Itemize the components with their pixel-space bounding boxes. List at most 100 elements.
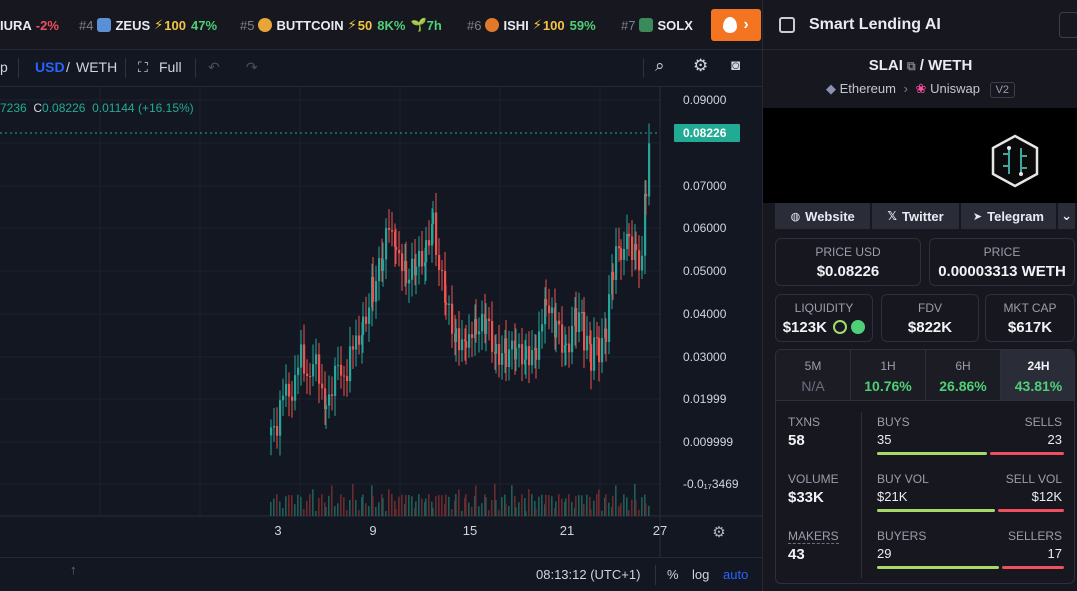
volume-bar <box>538 496 540 516</box>
dex-name[interactable]: Uniswap <box>930 81 980 96</box>
candle-body <box>291 396 294 401</box>
lock-icon[interactable] <box>833 320 848 334</box>
telegram-label: Telegram <box>987 208 1044 224</box>
locker-logo-icon[interactable] <box>851 320 866 334</box>
auto-toggle[interactable]: auto <box>723 567 749 582</box>
mktcap-value: $617K <box>1007 319 1053 336</box>
token-icon <box>258 18 273 32</box>
volume-bar <box>431 501 433 516</box>
candle-body <box>312 364 315 377</box>
volume-bar <box>365 503 367 516</box>
close-value: 0.08226 <box>42 101 86 115</box>
volume-bar <box>355 500 357 516</box>
candle-body <box>394 231 397 247</box>
candle-body <box>589 335 592 344</box>
fullscreen-button[interactable]: Full <box>159 59 182 75</box>
time-axis-label: 3 <box>274 523 281 538</box>
buy-vol-value: $21K <box>877 489 908 504</box>
fullscreen-icon[interactable]: ⛶ <box>138 59 148 75</box>
timeframe-6h[interactable]: 6H 26.86% <box>926 350 1001 400</box>
ohlc-legend: 7236 C0.08226 0.01144 (+16.15%) <box>0 101 194 115</box>
volume-bar <box>318 497 320 516</box>
links-dropdown[interactable]: ⌄ <box>1058 203 1075 229</box>
volume-bar <box>421 498 423 516</box>
candle-body <box>337 364 340 366</box>
price-axis-label: 0.03000 <box>683 350 727 364</box>
ticker-item[interactable]: #5 BUTTCOIN ⚡ 50 8K% 🌱 7h <box>240 16 442 34</box>
more-menu-button[interactable] <box>1059 12 1077 38</box>
time-axis-label: 15 <box>463 523 477 538</box>
chain-name[interactable]: Ethereum <box>839 81 896 96</box>
candle-body <box>438 254 441 270</box>
timeframe-1h[interactable]: 1H 10.76% <box>851 350 926 400</box>
volume-bar <box>291 495 293 516</box>
price-axis-label: 0.01999 <box>683 392 727 406</box>
timeframe-label: 24H <box>1027 359 1050 373</box>
volume-bar <box>465 494 467 516</box>
redo-icon[interactable]: ↷ <box>246 59 258 75</box>
volume-bar <box>451 509 453 516</box>
volume-bar <box>505 503 507 516</box>
settings-icon[interactable]: ⚙ <box>693 56 709 75</box>
volume-bar <box>620 503 622 516</box>
telegram-link[interactable]: ➤ Telegram <box>960 203 1057 229</box>
candle-body <box>555 320 558 338</box>
volume-bar <box>331 485 333 516</box>
website-link[interactable]: ◍ Website <box>775 203 871 229</box>
twitter-link[interactable]: 𝕏 Twitter <box>872 203 959 229</box>
usd-toggle[interactable]: USD <box>35 59 65 75</box>
divider <box>776 400 1074 401</box>
volume-bar <box>514 495 516 516</box>
mktcap-card: MKT CAP $617K <box>985 294 1075 342</box>
candle-body <box>525 346 528 360</box>
ticker-item[interactable]: #6 ISHI ⚡ 100 59% <box>467 16 596 34</box>
ticker-item[interactable]: #4 ZEUS ⚡ 100 47% <box>79 16 217 34</box>
candle-body <box>465 341 468 348</box>
scroll-handle-icon[interactable]: ↑ <box>70 562 77 577</box>
copy-icon[interactable]: ⧉ <box>907 59 916 73</box>
price-axis-label: 0.04000 <box>683 307 727 321</box>
undo-icon[interactable]: ↶ <box>208 59 220 75</box>
telegram-icon: ➤ <box>972 210 983 223</box>
volume-bar <box>398 496 400 516</box>
chevron-right-icon: › <box>903 81 908 96</box>
candle-body <box>601 337 604 363</box>
weth-toggle[interactable]: WETH <box>76 59 118 75</box>
volume-bar <box>385 511 387 516</box>
timeframe-24h[interactable]: 24H 43.81% <box>1001 350 1074 400</box>
percent-toggle[interactable]: % <box>667 567 679 582</box>
current-price-badge <box>674 124 740 142</box>
candle-body <box>498 343 501 365</box>
quick-search-icon[interactable]: ⌕ <box>655 56 665 75</box>
volume-bar <box>340 494 342 516</box>
boost-icon: ⚡ <box>532 17 542 32</box>
sprout-icon: 🌱 <box>410 17 427 32</box>
candle-body <box>518 344 521 348</box>
candle-body <box>288 383 291 397</box>
timeframe-5m[interactable]: 5M N/A <box>776 350 851 400</box>
ticker-item[interactable]: #7 SOLX <box>621 16 697 34</box>
divider <box>125 58 126 78</box>
candle-body <box>418 250 421 267</box>
ticker-rank: #6 <box>467 17 482 33</box>
candle-body <box>531 350 534 366</box>
candle-body <box>481 313 484 332</box>
camera-icon[interactable]: ◙ <box>731 57 741 74</box>
log-toggle[interactable]: log <box>692 567 710 582</box>
volume-bar <box>626 497 628 516</box>
ticker-name: BUTTCOIN <box>276 17 344 33</box>
ticker-item[interactable]: IURA -2% <box>0 16 59 34</box>
volume-bar <box>495 500 497 516</box>
sell-vol-bar <box>998 509 1064 512</box>
candle-body <box>541 324 544 332</box>
candle-body <box>303 344 306 374</box>
candle-body <box>415 266 418 276</box>
chart-canvas[interactable]: 0.09000 0.07000 0.06000 0.05000 0.04000 0.030… <box>0 87 762 557</box>
toolbar-fragment[interactable]: p <box>0 59 8 75</box>
trending-fire-button[interactable]: › <box>711 9 761 41</box>
candle-body <box>425 240 428 263</box>
pair-title: SLAI ⧉ / WETH <box>763 57 1077 74</box>
candle-body <box>471 334 474 339</box>
price-chart[interactable]: 0.09000 0.07000 0.06000 0.05000 0.04000 0.030… <box>0 87 762 557</box>
volume-bar <box>362 494 364 516</box>
